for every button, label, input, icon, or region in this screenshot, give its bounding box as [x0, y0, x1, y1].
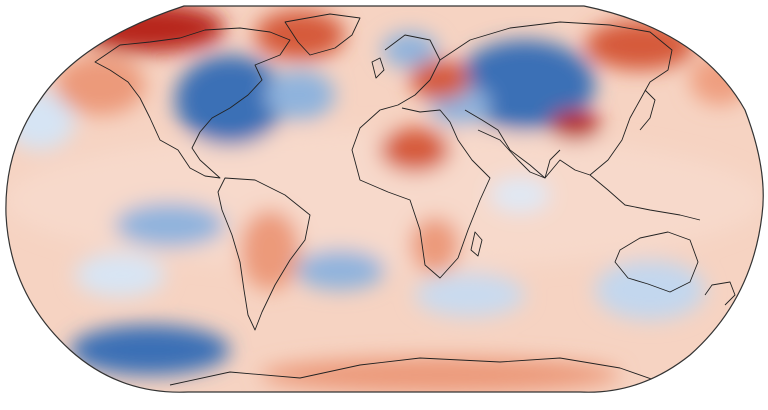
coastline-greenland: [284, 13, 361, 56]
coastline-australia: [614, 231, 699, 293]
coastline-new-zealand: [704, 281, 736, 306]
coastline-south-america: [217, 177, 311, 331]
anomaly-north-pacific-east: [690, 55, 750, 105]
coastline-madagascar: [470, 231, 483, 257]
anomaly-greenland: [255, 10, 345, 60]
anomaly-australia-south: [595, 260, 705, 320]
anomaly-western-north-america: [55, 55, 145, 115]
anomaly-blobs: [5, 6, 764, 393]
anomaly-south-pacific: [115, 203, 225, 247]
coastline-antarctica: [169, 357, 661, 386]
anomaly-southern-africa: [410, 217, 460, 273]
anomaly-indian-ocean-north: [490, 177, 550, 213]
anomaly-pacific-east: [75, 253, 165, 297]
coastline-southeast-asia: [589, 174, 701, 221]
anomaly-eastern-europe: [410, 60, 470, 100]
coastlines: [94, 13, 736, 386]
anomaly-tibet: [550, 110, 600, 140]
anomaly-east-siberia: [585, 20, 695, 70]
coastline-arabia-india: [477, 129, 561, 179]
coastline-japan: [639, 89, 656, 131]
anomaly-south-indian: [415, 273, 525, 317]
map-outline: [5, 5, 764, 393]
anomaly-eastern-north-america: [175, 55, 285, 145]
anomaly-southern-ocean-west: [70, 325, 230, 375]
anomaly-antarctica: [260, 357, 620, 393]
coastline-asia: [439, 21, 673, 179]
anomaly-south-atlantic: [295, 250, 385, 290]
anomaly-north-africa: [380, 128, 450, 172]
anomaly-scandinavia: [382, 32, 438, 68]
anomaly-north-atlantic: [265, 70, 335, 120]
anomaly-south-america: [240, 210, 300, 290]
coastline-europe-africa: [351, 34, 491, 279]
coastline-north-america: [94, 27, 291, 179]
anomaly-central-asia: [455, 40, 595, 130]
coastline-uk: [371, 57, 385, 79]
